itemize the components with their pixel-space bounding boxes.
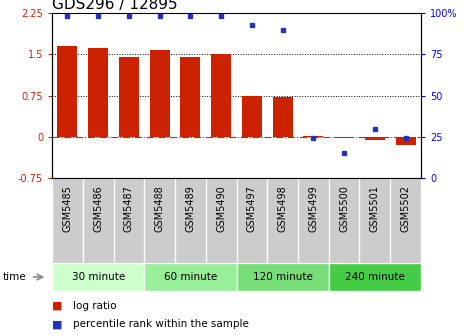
Text: 120 minute: 120 minute: [253, 272, 313, 282]
Bar: [211, 54, 231, 137]
Bar: [242, 95, 262, 137]
Bar: [119, 57, 139, 137]
Text: GSM5489: GSM5489: [185, 185, 195, 232]
Text: percentile rank within the sample: percentile rank within the sample: [73, 319, 249, 329]
Bar: [149, 50, 170, 137]
Bar: [365, 137, 385, 139]
Text: GSM5488: GSM5488: [155, 185, 165, 232]
Text: 60 minute: 60 minute: [164, 272, 217, 282]
Bar: [144, 263, 236, 291]
Bar: [88, 48, 108, 137]
Text: GSM5485: GSM5485: [62, 185, 72, 232]
Text: log ratio: log ratio: [73, 301, 117, 311]
Text: 240 minute: 240 minute: [345, 272, 405, 282]
Text: ■: ■: [52, 319, 62, 329]
Text: GSM5501: GSM5501: [370, 185, 380, 232]
Text: GSM5497: GSM5497: [247, 185, 257, 232]
Bar: [395, 137, 416, 145]
Bar: [57, 46, 78, 137]
Text: GSM5487: GSM5487: [124, 185, 134, 232]
Bar: [303, 136, 324, 137]
Bar: [180, 57, 201, 137]
Bar: [236, 263, 329, 291]
Text: 30 minute: 30 minute: [71, 272, 125, 282]
Text: GSM5498: GSM5498: [278, 185, 288, 232]
Text: GSM5490: GSM5490: [216, 185, 226, 232]
Text: GSM5502: GSM5502: [401, 185, 411, 232]
Text: GSM5499: GSM5499: [308, 185, 318, 232]
Text: ■: ■: [52, 301, 62, 311]
Bar: [334, 137, 354, 138]
Text: GSM5500: GSM5500: [339, 185, 349, 232]
Text: time: time: [2, 272, 26, 282]
Bar: [329, 263, 421, 291]
Text: GSM5486: GSM5486: [93, 185, 103, 232]
Bar: [272, 97, 293, 137]
Text: GDS296 / 12895: GDS296 / 12895: [52, 0, 178, 12]
Bar: [52, 263, 144, 291]
